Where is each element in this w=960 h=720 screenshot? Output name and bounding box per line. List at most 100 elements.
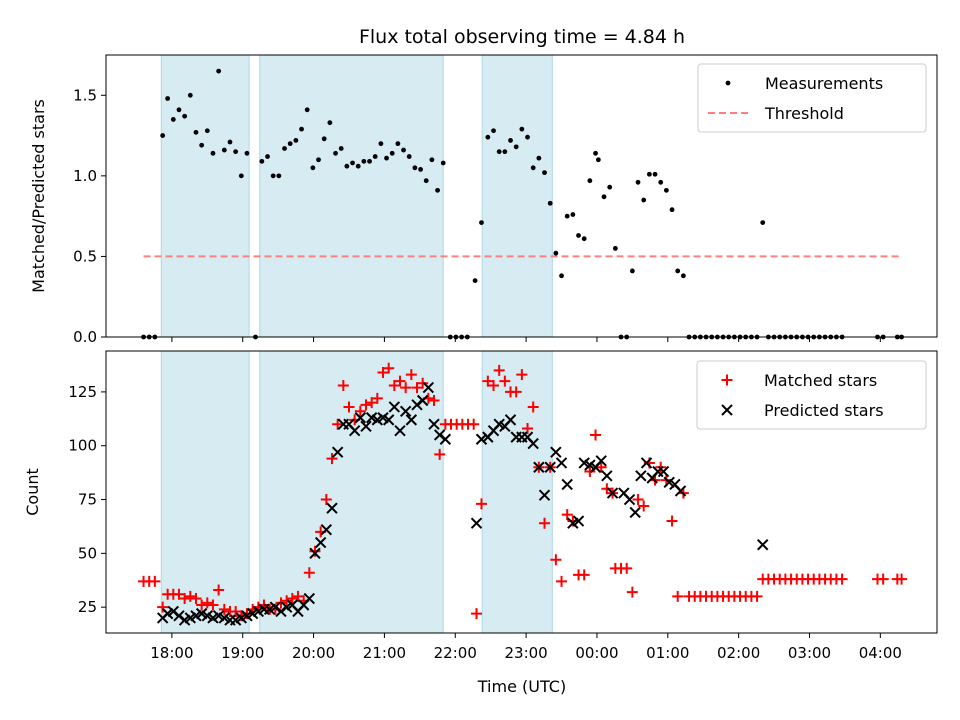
data-point — [331, 446, 344, 458]
data-point — [513, 144, 519, 150]
x-tick-label: 23:00 — [504, 644, 547, 662]
data-point — [491, 128, 496, 134]
data-point — [629, 268, 635, 274]
data-point — [316, 157, 321, 163]
data-point — [593, 150, 598, 156]
data-point — [227, 139, 233, 145]
y-axis-label: Matched/Predicted stars — [29, 99, 48, 293]
data-point — [360, 420, 372, 433]
data-point — [388, 379, 400, 391]
data-point — [544, 461, 556, 473]
data-point — [606, 487, 619, 499]
data-point — [626, 586, 638, 598]
data-point — [394, 375, 406, 387]
data-point — [303, 592, 316, 605]
data-point — [354, 405, 366, 417]
data-point — [760, 220, 766, 225]
data-point — [384, 155, 389, 161]
data-point — [299, 126, 304, 132]
data-point — [338, 146, 344, 151]
data-point — [360, 399, 372, 411]
data-point — [479, 220, 484, 225]
y-tick-label: 1.5 — [73, 86, 97, 104]
data-point — [556, 575, 568, 587]
data-point — [666, 515, 678, 527]
x-tick-label: 03:00 — [788, 644, 831, 662]
data-point — [405, 414, 418, 426]
observing-window — [259, 350, 444, 634]
data-point — [564, 213, 570, 219]
legend-label: Matched stars — [764, 371, 877, 390]
data-point — [327, 120, 333, 126]
data-point — [561, 509, 573, 521]
data-point — [482, 375, 494, 387]
data-point — [184, 590, 196, 602]
data-point — [201, 597, 213, 609]
axes-frame — [105, 54, 938, 338]
y-tick-label: 1.0 — [73, 167, 97, 185]
series-predicted-stars — [156, 381, 769, 626]
data-point — [401, 147, 406, 153]
y-axis-label: Count — [23, 468, 42, 516]
x-tick-label: 00:00 — [575, 644, 618, 662]
data-point — [499, 375, 511, 387]
data-point — [310, 165, 316, 171]
legend: Matched stars Predicted stars — [696, 360, 927, 430]
data-point — [607, 184, 613, 190]
data-point — [669, 207, 675, 213]
data-point — [320, 494, 332, 506]
data-point — [475, 498, 487, 510]
legend-marker-plus — [721, 374, 733, 386]
data-point — [411, 382, 423, 394]
x-tick-label: 02:00 — [717, 644, 760, 662]
data-point — [612, 245, 618, 251]
data-point — [292, 590, 304, 602]
data-point — [536, 155, 542, 161]
data-point — [663, 187, 669, 193]
data-point — [412, 165, 418, 171]
data-point — [485, 134, 491, 140]
observing-window — [160, 54, 250, 338]
data-point — [270, 173, 276, 179]
data-point — [655, 461, 667, 473]
legend-box — [696, 360, 927, 430]
data-point — [367, 158, 372, 164]
legend-label: Threshold — [764, 104, 844, 123]
legend: Measurements Threshold — [697, 63, 927, 133]
data-point — [439, 433, 452, 445]
data-point — [623, 493, 636, 506]
data-point — [578, 569, 590, 581]
data-point — [355, 163, 361, 169]
data-point — [199, 142, 205, 148]
data-point — [207, 599, 219, 611]
data-point — [382, 414, 395, 426]
data-point — [572, 515, 585, 527]
data-point — [496, 149, 502, 155]
data-point — [418, 167, 423, 172]
legend-marker-x — [721, 404, 733, 416]
data-point — [286, 593, 298, 605]
data-point — [502, 149, 508, 155]
legend-marker-dot — [725, 80, 731, 86]
data-point — [388, 401, 401, 413]
data-point — [309, 547, 321, 560]
data-point — [635, 470, 647, 482]
data-point — [238, 173, 244, 179]
data-point — [187, 92, 193, 98]
data-point — [638, 500, 650, 512]
data-point — [244, 150, 250, 156]
data-point — [658, 179, 664, 185]
data-point — [522, 422, 534, 434]
data-point — [304, 107, 310, 113]
data-point — [406, 154, 412, 159]
data-point — [428, 395, 440, 407]
data-point — [672, 590, 684, 602]
x-tick-label: 20:00 — [292, 644, 335, 662]
data-point — [173, 588, 185, 600]
data-point — [595, 157, 601, 163]
data-point — [343, 401, 355, 413]
data-point — [533, 461, 545, 473]
data-point — [525, 134, 530, 140]
data-point — [389, 150, 395, 156]
data-point — [193, 129, 199, 135]
